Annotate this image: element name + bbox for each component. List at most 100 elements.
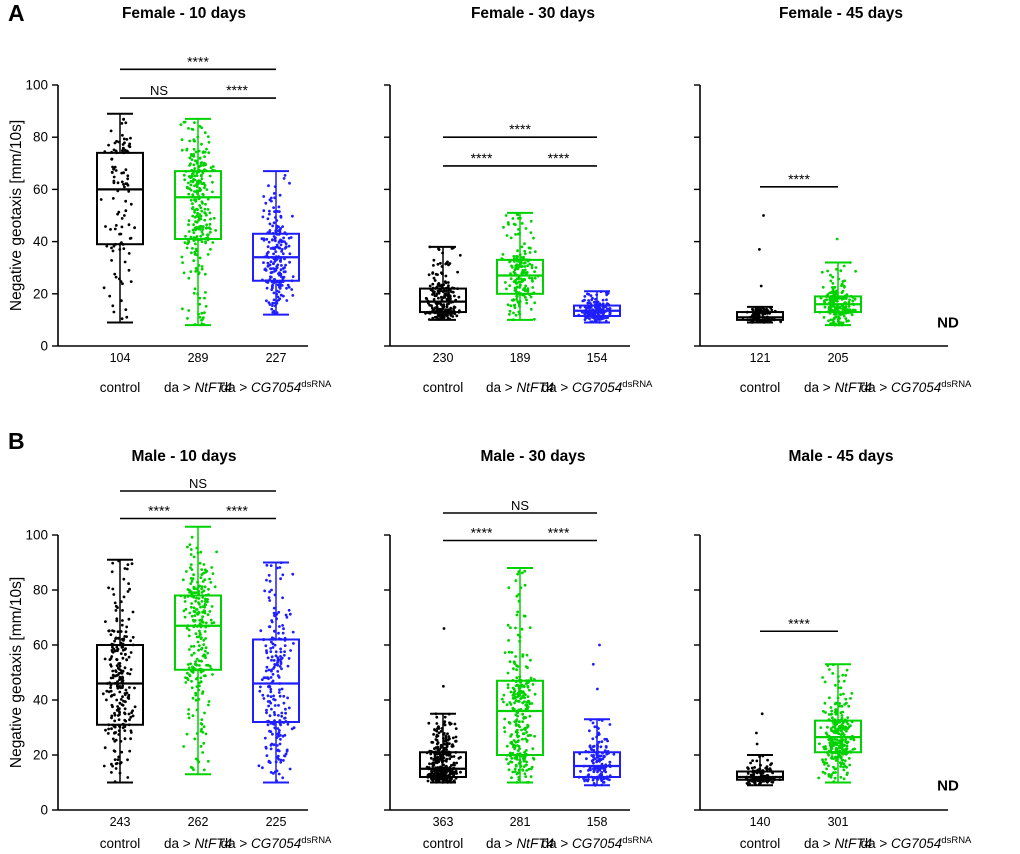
panel-title: Female - 45 days <box>779 5 903 22</box>
panel-title: Female - 10 days <box>122 5 246 22</box>
group-label: da > CG7054dsRNA <box>221 379 332 395</box>
group-label: da > CG7054dsRNA <box>861 379 972 395</box>
sample-size-label: 225 <box>266 815 287 829</box>
scatter-points <box>744 712 782 786</box>
figure-letter-a: A <box>8 0 25 26</box>
significance-label: **** <box>471 525 493 541</box>
box-plot <box>252 561 300 784</box>
group-label: da > NtFT4 <box>804 380 872 395</box>
box-plot <box>96 112 144 324</box>
y-axis-label: Negative geotaxis [mm/10s] <box>8 577 25 768</box>
male-panels-row: Male - 10 days 0 20 40 60 80 100 243 control 262 d… <box>8 448 972 851</box>
y-tick-label: 100 <box>25 78 48 93</box>
group-label: da > NtFT4 <box>164 380 232 395</box>
scatter-points <box>577 290 612 324</box>
sample-size-label: 243 <box>110 815 131 829</box>
significance-label: **** <box>226 82 248 98</box>
panel-male-30-days: Male - 30 days 363 control 281 da > NtFT4 158… <box>384 448 653 851</box>
y-tick-label: 20 <box>33 748 48 763</box>
sample-size-label: 301 <box>828 815 849 829</box>
sample-size-label: 154 <box>587 351 608 365</box>
box-plot <box>252 170 300 316</box>
significance-label: **** <box>788 171 810 187</box>
box-plot <box>496 211 544 321</box>
sample-size-label: 281 <box>510 815 531 829</box>
box-plot <box>419 712 467 784</box>
sample-size-label: 227 <box>266 351 287 365</box>
panel-female-30-days: Female - 30 days 230 control 189 da > NtFT4 1… <box>384 5 653 395</box>
scatter-points <box>101 559 137 783</box>
box-plot <box>496 567 544 784</box>
scatter-points <box>179 120 218 326</box>
box-plot <box>174 525 222 776</box>
group-label: da > NtFT4 <box>804 836 872 851</box>
y-tick-label: 80 <box>33 130 48 145</box>
y-tick-label: 0 <box>40 339 48 354</box>
group-label: da > NtFT4 <box>486 836 554 851</box>
box-plot <box>736 305 784 324</box>
box-plot <box>814 261 862 327</box>
scatter-points <box>425 627 462 784</box>
y-axis-label: Negative geotaxis [mm/10s] <box>8 120 25 311</box>
panel-title: Male - 10 days <box>131 448 236 465</box>
box-plot <box>573 290 621 324</box>
scatter-points <box>260 174 295 315</box>
significance-label: NS <box>150 83 168 98</box>
nd-label: ND <box>937 777 959 794</box>
group-label: control <box>740 380 781 395</box>
y-tick-label: 80 <box>33 583 48 598</box>
group-label: da > NtFT4 <box>486 380 554 395</box>
nd-label: ND <box>937 315 959 332</box>
significance-label: **** <box>471 150 493 166</box>
significance-label: **** <box>548 525 570 541</box>
box-plot <box>814 663 862 784</box>
group-label: da > CG7054dsRNA <box>542 379 653 395</box>
group-label: control <box>423 836 464 851</box>
group-label: da > NtFT4 <box>164 836 232 851</box>
significance-label: **** <box>509 121 531 137</box>
scatter-points <box>817 663 856 784</box>
panel-title: Female - 30 days <box>471 5 595 22</box>
significance-label: NS <box>189 476 207 491</box>
sample-size-label: 205 <box>828 351 849 365</box>
panel-female-10-days: Female - 10 days 0 20 40 60 80 100 104 control 28… <box>25 5 332 395</box>
y-tick-label: 40 <box>33 693 48 708</box>
sample-size-label: 140 <box>750 815 771 829</box>
sample-size-label: 289 <box>188 351 209 365</box>
panel-male-45-days: Male - 45 days 140 control 301 da > NtFT4 ND d… <box>694 448 972 851</box>
y-tick-label: 20 <box>33 286 48 301</box>
panel-male-10-days: Male - 10 days 0 20 40 60 80 100 243 control 262 d… <box>25 448 332 851</box>
sample-size-label: 363 <box>433 815 454 829</box>
sample-size-label: 262 <box>188 815 209 829</box>
y-tick-label: 60 <box>33 638 48 653</box>
sample-size-label: 189 <box>510 351 531 365</box>
significance-label: **** <box>226 503 248 519</box>
panel-title: Male - 30 days <box>480 448 585 465</box>
box-plot <box>174 117 222 327</box>
significance-label: **** <box>148 503 170 519</box>
group-label: da > CG7054dsRNA <box>221 835 332 851</box>
panel-female-45-days: Female - 45 days 121 control 205 da > NtFT4 N… <box>694 5 972 395</box>
group-label: control <box>423 380 464 395</box>
group-label: control <box>100 836 141 851</box>
group-label: da > CG7054dsRNA <box>861 835 972 851</box>
significance-label: NS <box>511 498 529 513</box>
y-tick-label: 0 <box>40 803 48 818</box>
box-plot <box>736 754 784 787</box>
y-tick-label: 40 <box>33 234 48 249</box>
y-tick-label: 100 <box>25 528 48 543</box>
figure-letter-b: B <box>8 428 25 454</box>
sample-size-label: 230 <box>433 351 454 365</box>
group-label: control <box>100 380 141 395</box>
significance-label: **** <box>187 53 209 69</box>
sample-size-label: 104 <box>110 351 131 365</box>
scatter-points <box>500 569 537 784</box>
sample-size-label: 158 <box>587 815 608 829</box>
sample-size-label: 121 <box>750 351 771 365</box>
y-tick-label: 60 <box>33 182 48 197</box>
group-label: da > CG7054dsRNA <box>542 835 653 851</box>
box-plot <box>96 558 144 784</box>
panel-title: Male - 45 days <box>788 448 893 465</box>
significance-label: **** <box>548 150 570 166</box>
significance-label: **** <box>788 615 810 631</box>
